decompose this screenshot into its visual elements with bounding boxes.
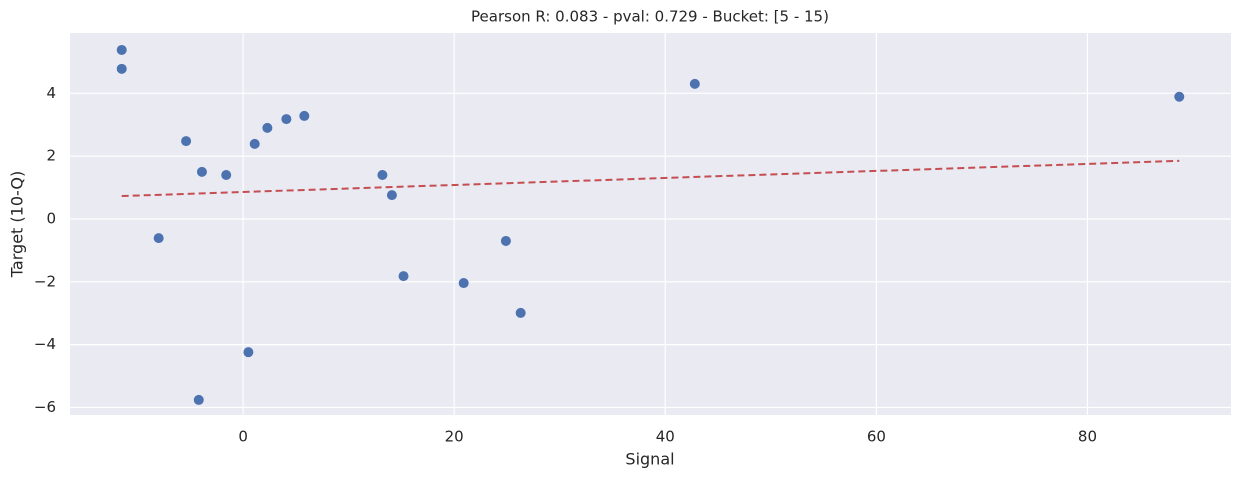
- point: [249, 138, 260, 149]
- y-axis-label: Target (10-Q): [8, 171, 27, 278]
- y-tick-label: 2: [46, 147, 56, 165]
- chart-title: Pearson R: 0.083 - pval: 0.729 - Bucket:…: [471, 8, 829, 26]
- point: [181, 136, 192, 147]
- point: [500, 235, 511, 246]
- y-tick-label: 4: [46, 84, 56, 102]
- point: [196, 166, 207, 177]
- y-tick-label: −2: [34, 272, 56, 290]
- x-axis-label: Signal: [625, 450, 674, 469]
- point: [221, 169, 232, 180]
- y-tick-label: −6: [34, 398, 56, 416]
- trend-line: [121, 159, 1180, 198]
- point: [377, 169, 388, 180]
- point: [153, 233, 164, 244]
- point: [398, 271, 409, 282]
- point: [116, 44, 127, 55]
- point: [458, 278, 469, 289]
- point: [281, 114, 292, 125]
- point: [243, 347, 254, 358]
- y-tick-label: −4: [34, 335, 56, 353]
- plot-area: [70, 33, 1231, 415]
- point: [689, 78, 700, 89]
- point: [515, 307, 526, 318]
- point: [262, 122, 273, 133]
- point: [299, 110, 310, 121]
- x-tick-label: 20: [445, 428, 464, 446]
- x-tick-label: 40: [656, 428, 675, 446]
- point: [193, 394, 204, 405]
- y-tick-label: 0: [46, 209, 56, 227]
- point: [116, 63, 127, 74]
- point: [1174, 91, 1185, 102]
- x-tick-label: 80: [1078, 428, 1097, 446]
- x-tick-label: 0: [238, 428, 248, 446]
- x-tick-label: 60: [867, 428, 886, 446]
- point: [386, 190, 397, 201]
